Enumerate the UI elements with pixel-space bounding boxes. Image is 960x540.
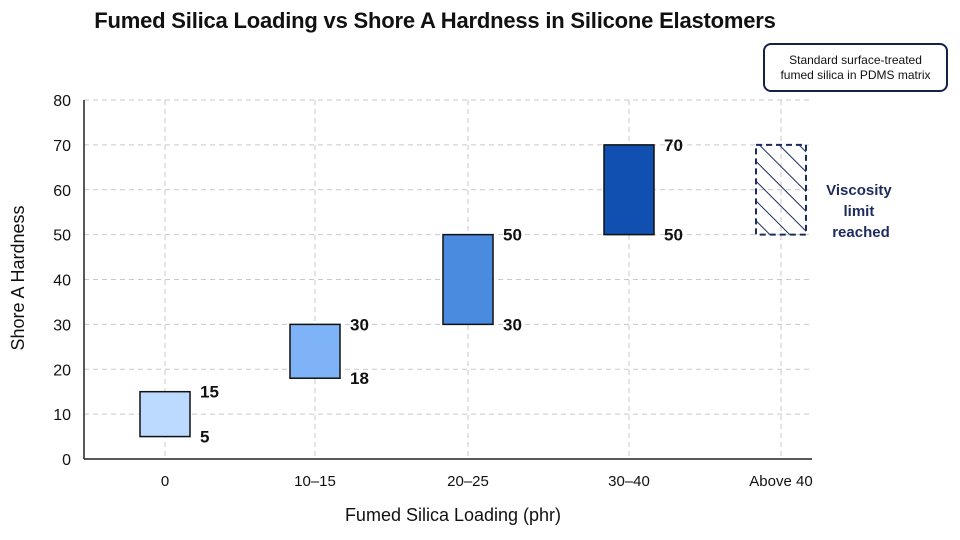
range-high-label: 70 [664, 136, 683, 155]
axes [83, 100, 812, 460]
range-low-label: 30 [503, 315, 522, 334]
y-tick-label: 0 [62, 452, 71, 469]
range-bar [603, 144, 655, 236]
x-tick-label: 20–25 [447, 473, 489, 490]
x-tick-label: 0 [161, 473, 169, 490]
range-low-label: 18 [350, 369, 369, 388]
x-axis-title: Fumed Silica Loading (phr) [345, 505, 561, 525]
y-tick-label: 10 [53, 407, 71, 424]
hatched-range-bar [755, 143, 807, 236]
y-tick-label: 80 [53, 93, 71, 110]
x-tick-label: 30–40 [608, 473, 650, 490]
range-bar [289, 323, 341, 379]
range-high-label: 50 [503, 226, 522, 245]
value-labels: 0 10 20 30 40 50 60 70 80 0 10–15 20–25 30–40 Above 4… [53, 93, 812, 490]
viscosity-limit-annotation: Viscosity limit reached [826, 182, 896, 241]
y-tick-label: 70 [53, 138, 71, 155]
annotation-line: reached [832, 224, 890, 241]
annotation-line: Viscosity [826, 182, 892, 199]
note-box: Standard surface-treated fumed silica in… [763, 43, 948, 92]
x-tick-label: Above 40 [749, 473, 812, 490]
y-tick-label: 60 [53, 183, 71, 200]
range-low-label: 50 [664, 226, 683, 245]
y-tick-label: 40 [53, 273, 71, 290]
range-bar [442, 233, 494, 326]
y-tick-label: 20 [53, 362, 71, 379]
range-high-label: 30 [350, 315, 369, 334]
y-axis-title: Shore A Hardness [8, 205, 28, 350]
note-line: Standard surface-treated [789, 52, 922, 67]
note-line: fumed silica in PDMS matrix [780, 67, 931, 82]
range-bar [139, 390, 191, 438]
range-low-label: 5 [200, 428, 209, 447]
chart-title: Fumed Silica Loading vs Shore A Hardness… [94, 8, 776, 33]
range-bars [139, 143, 807, 438]
y-tick-label: 30 [53, 317, 71, 334]
x-tick-label: 10–15 [294, 473, 336, 490]
annotation-line: limit [843, 203, 874, 220]
range-high-label: 15 [200, 383, 219, 402]
y-tick-label: 50 [53, 228, 71, 245]
